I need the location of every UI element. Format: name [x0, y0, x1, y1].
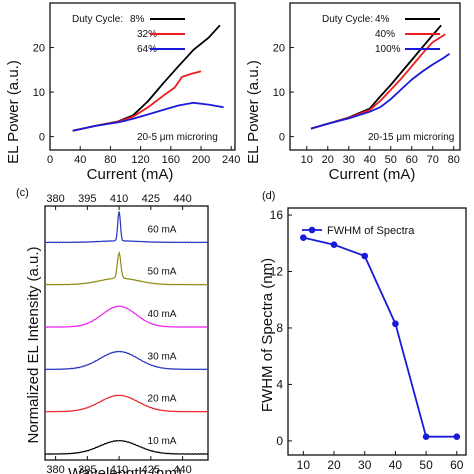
panel-c-plot-frame — [44, 205, 209, 461]
panel-a-legend-label-2: 64% — [137, 44, 157, 55]
panel-b-ytick-label-1: 10 — [273, 87, 285, 99]
panel-c-spectrum-label-2: 40 mA — [148, 309, 177, 320]
panel-b-series-line-2 — [310, 53, 451, 130]
panel-d-ytick-label-2: 8 — [276, 321, 283, 335]
panel-a-ylabel: EL Power (a.u.) — [5, 60, 22, 164]
panel-c-spectrum-label-0: 60 mA — [148, 224, 177, 235]
panel-a-xtick-label-2: 80 — [104, 154, 116, 166]
panel-a-annotation: 20-5 μm microring — [137, 132, 218, 143]
panel-d-ylabel: FWHM of Spectra (nm) — [259, 258, 276, 412]
panel-b-xtick-label-2: 30 — [343, 154, 355, 166]
panel-c-xtick-label-top-2: 410 — [110, 193, 128, 205]
panel-c-xtick-label-bottom-4: 440 — [173, 464, 191, 474]
panel-d-point-4 — [422, 433, 430, 440]
panel-c-spectrum-4 — [44, 394, 209, 413]
panel-b-xtick-label-7: 80 — [448, 154, 460, 166]
panel-d-xtick-label-5: 60 — [450, 458, 464, 472]
panel-d-xtick-label-0: 10 — [297, 458, 311, 472]
panel-c-label: (c) — [16, 187, 29, 199]
panel-c-chart: (c) Normalized EL Intensity (a.u.) Wavel… — [16, 187, 209, 474]
panel-c-xtick-label-top-0: 380 — [46, 193, 64, 205]
panel-c-xtick-label-top-1: 395 — [78, 193, 96, 205]
panel-c-spectrum-2 — [44, 305, 209, 328]
panel-c-spectrum-5 — [44, 439, 209, 455]
panel-d-point-1 — [330, 241, 338, 248]
panel-d-ytick-label-0: 0 — [276, 434, 283, 448]
panel-b-ylabel: EL Power (a.u.) — [245, 60, 262, 164]
panel-c-xtick-label-bottom-2: 410 — [110, 464, 128, 474]
panel-c-ylabel: Normalized EL Intensity (a.u.) — [25, 246, 42, 443]
panel-d-xtick-label-4: 50 — [419, 458, 433, 472]
panel-b-series-line-0 — [310, 24, 442, 130]
panel-a-legend-label-1: 32% — [137, 29, 157, 40]
panel-d-point-2 — [361, 252, 369, 260]
panel-b-xtick-label-6: 70 — [427, 154, 439, 166]
panel-c-xlabel: Wavelength (nm) — [68, 465, 182, 474]
panel-a-ytick-label-1: 10 — [33, 87, 45, 99]
panel-d-xtick-label-2: 30 — [358, 458, 372, 472]
panel-d-series-line — [303, 236, 457, 438]
panel-d-legend-marker — [308, 226, 316, 234]
panel-d-ytick-label-4: 16 — [270, 208, 284, 222]
panel-a-legend-title: Duty Cycle: — [72, 14, 123, 25]
panel-a-series-line-1 — [72, 70, 202, 132]
panel-d-point-5 — [453, 433, 461, 440]
panel-a-xlabel: Current (mA) — [87, 166, 174, 183]
panel-d-plot-frame — [287, 207, 467, 456]
panel-b-xtick-label-0: 10 — [301, 154, 313, 166]
panel-d-label: (d) — [262, 190, 275, 202]
panel-b-xtick-label-3: 40 — [364, 154, 376, 166]
panel-c-spectrum-3 — [44, 350, 209, 371]
panel-a-ytick-label-0: 0 — [39, 132, 45, 144]
panel-b-xtick-label-5: 60 — [406, 154, 418, 166]
panel-b-ytick-label-0: 0 — [279, 132, 285, 144]
panel-b-chart: EL Power (a.u.) Current (mA) Duty Cycle:… — [245, 2, 461, 183]
panel-c-xtick-label-bottom-1: 395 — [78, 464, 96, 474]
panel-a-chart: EL Power (a.u.) Current (mA) Duty Cycle:… — [5, 2, 240, 183]
panel-b-xtick-label-1: 20 — [322, 154, 334, 166]
panel-d-xtick-label-3: 40 — [389, 458, 403, 472]
panel-a-ytick-label-2: 20 — [33, 43, 45, 55]
panel-d-xtick-label-1: 20 — [327, 458, 341, 472]
panel-d-point-3 — [392, 320, 399, 328]
panel-c-xtick-label-bottom-0: 380 — [46, 464, 64, 474]
panel-c-xtick-label-top-4: 440 — [173, 193, 191, 205]
panel-c-xtick-label-bottom-3: 425 — [142, 464, 160, 474]
panel-a-xtick-label-0: 0 — [47, 154, 53, 166]
panel-b-legend-label-0: 4% — [375, 14, 390, 25]
panel-b-annotation: 20-15 μm microring — [368, 132, 454, 143]
panel-b-xlabel: Current (mA) — [329, 166, 416, 183]
panel-a-xtick-label-5: 200 — [192, 154, 210, 166]
panel-a-plot-frame — [49, 2, 236, 151]
panel-c-spectrum-0 — [44, 211, 209, 244]
panel-c-spectrum-label-4: 20 mA — [148, 394, 177, 405]
panel-c-spectrum-1 — [44, 250, 209, 286]
panel-a-legend-label-0: 8% — [130, 14, 145, 25]
panel-b-ytick-label-2: 20 — [273, 43, 285, 55]
panel-c-spectrum-label-5: 10 mA — [148, 436, 177, 447]
panel-a-xtick-label-6: 240 — [222, 154, 240, 166]
panel-a-series-line-2 — [72, 101, 224, 132]
panel-d-legend-label: FWHM of Spectra — [327, 225, 415, 237]
panel-a-xtick-label-1: 40 — [74, 154, 86, 166]
panel-a-xtick-label-4: 160 — [162, 154, 180, 166]
panel-d-ytick-label-3: 12 — [270, 265, 284, 279]
panel-d-point-0 — [300, 234, 307, 241]
panel-b-legend-label-1: 40% — [375, 29, 395, 40]
panel-d-chart: (d) FWHM of Spectra (nm) FWHM of Spectra… — [259, 190, 467, 472]
panel-c-spectrum-label-3: 30 mA — [148, 351, 177, 362]
panel-b-legend-label-2: 100% — [375, 44, 401, 55]
panel-c-spectrum-label-1: 50 mA — [148, 267, 177, 278]
panel-b-xtick-label-4: 50 — [385, 154, 397, 166]
panel-b-legend-title: Duty Cycle: — [322, 14, 373, 25]
panel-d-ytick-label-1: 4 — [276, 377, 283, 391]
panel-b-plot-frame — [289, 2, 461, 151]
panel-c-xtick-label-top-3: 425 — [142, 193, 160, 205]
panel-a-xtick-label-3: 120 — [131, 154, 149, 166]
